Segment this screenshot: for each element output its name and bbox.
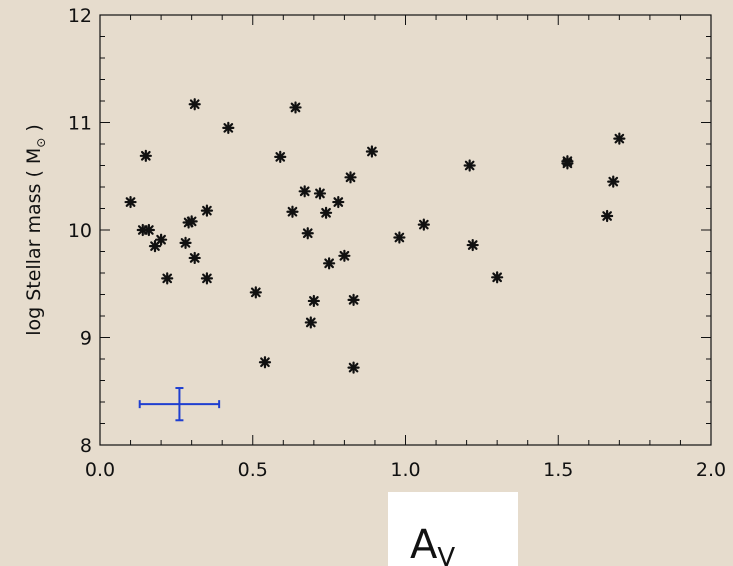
- data-point: [607, 175, 620, 188]
- x-tick-label: 0.5: [238, 459, 268, 481]
- x-axis-label-main: A: [410, 522, 438, 566]
- y-tick-label: 11: [68, 113, 92, 135]
- data-point: [142, 223, 155, 237]
- data-point: [466, 238, 479, 252]
- y-axis-label-main: log Stellar mass ( M: [23, 148, 45, 336]
- data-point: [319, 206, 333, 219]
- plot-frame: [99, 14, 712, 446]
- y-tick-label: 9: [80, 328, 92, 350]
- data-point: [307, 294, 320, 308]
- data-point: [613, 132, 626, 145]
- y-axis-label: log Stellar mass ( M⊙ ): [23, 124, 48, 336]
- data-point: [365, 145, 378, 158]
- data-point: [347, 361, 360, 374]
- data-point: [139, 149, 152, 162]
- data-point: [332, 195, 345, 209]
- data-point: [155, 233, 168, 246]
- data-point: [417, 218, 430, 231]
- y-axis-label-sub: ⊙: [34, 138, 48, 148]
- data-point: [298, 185, 311, 198]
- data-point: [179, 236, 192, 249]
- y-axis-ticks: 8 9 10 11 12: [68, 5, 711, 457]
- error-bar: [138, 387, 221, 422]
- data-point: [274, 150, 287, 163]
- data-point: [313, 187, 327, 200]
- x-axis-label-box: [388, 492, 518, 566]
- data-point: [286, 205, 299, 218]
- data-point: [188, 251, 201, 265]
- data-point: [344, 171, 357, 184]
- x-tick-label: 1.5: [543, 459, 573, 481]
- data-point: [258, 356, 272, 369]
- x-axis-label-sub: V: [437, 543, 455, 566]
- x-axis-ticks: 0.0 0.5 1.0 1.5 2.0: [85, 15, 726, 481]
- y-tick-label: 10: [68, 220, 92, 242]
- y-tick-label: 8: [80, 435, 92, 457]
- data-points: [124, 98, 626, 374]
- data-point: [185, 215, 198, 228]
- x-tick-label: 0.0: [85, 459, 115, 481]
- data-point: [289, 101, 302, 114]
- data-point: [161, 272, 174, 285]
- data-point: [601, 209, 614, 223]
- data-point: [304, 316, 317, 329]
- data-point: [301, 227, 314, 240]
- data-point: [338, 249, 351, 262]
- y-axis-label-close: ): [23, 124, 45, 137]
- data-point: [249, 286, 262, 299]
- data-point: [463, 159, 476, 172]
- data-point: [188, 98, 201, 111]
- data-point: [200, 204, 214, 217]
- y-tick-label: 12: [68, 5, 92, 27]
- x-axis-label: AV: [410, 522, 455, 566]
- x-tick-label: 2.0: [696, 459, 726, 481]
- data-point: [200, 272, 214, 285]
- data-point: [323, 257, 336, 270]
- data-point: [347, 293, 360, 306]
- data-point: [491, 271, 504, 284]
- data-point: [222, 121, 235, 134]
- x-tick-label: 1.0: [390, 459, 420, 481]
- data-point: [393, 231, 406, 244]
- data-point: [124, 195, 137, 209]
- data-point: [561, 157, 574, 170]
